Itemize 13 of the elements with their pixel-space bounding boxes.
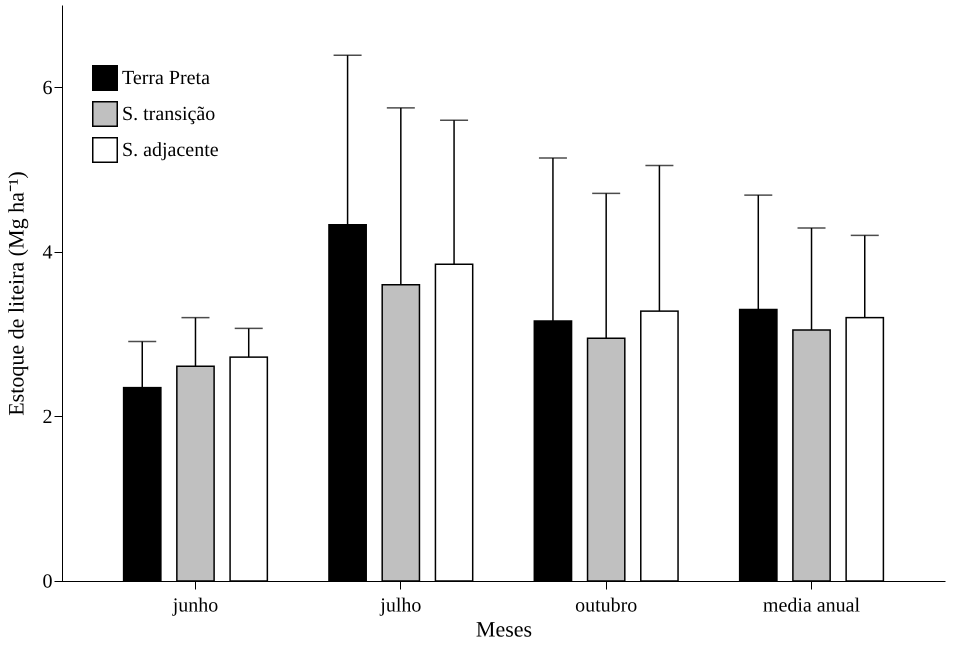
x-tick-label: media anual xyxy=(762,594,861,616)
legend-label: Terra Preta xyxy=(122,67,210,89)
y-axis-title: Estoque de liteira (Mg ha⁻¹) xyxy=(4,171,28,416)
x-tick-label: julho xyxy=(379,594,422,616)
x-axis-title: Meses xyxy=(476,616,532,642)
y-tick-label: 2 xyxy=(42,406,52,428)
y-tick-label: 6 xyxy=(42,76,52,99)
x-tick-label: junho xyxy=(172,594,218,616)
legend-label: S. adjacente xyxy=(122,139,219,161)
x-tick-label: outubro xyxy=(575,594,638,616)
y-tick-label: 4 xyxy=(42,241,52,264)
y-tick-label: 0 xyxy=(42,570,52,592)
legend-label: S. transição xyxy=(122,103,216,125)
